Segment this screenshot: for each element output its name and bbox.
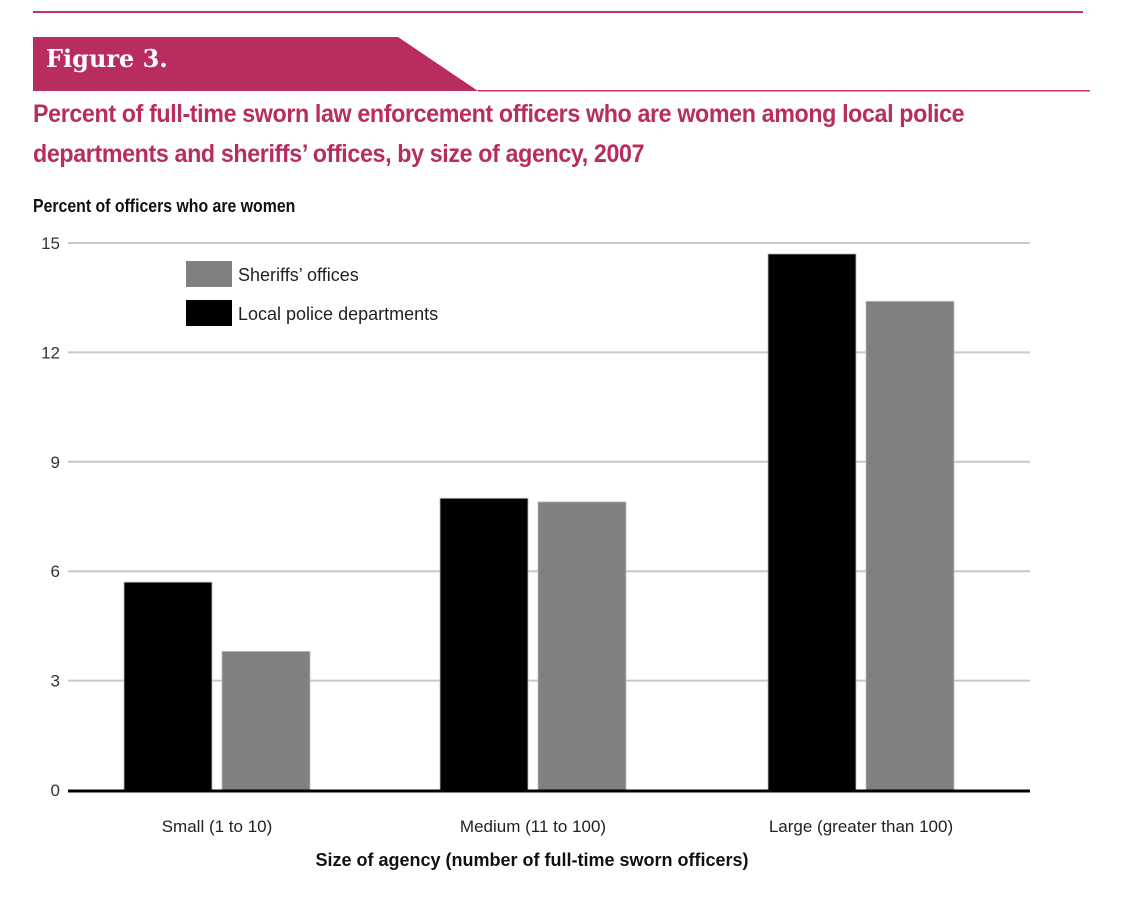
legend-swatch <box>186 300 232 326</box>
y-tick-label: 3 <box>51 672 60 691</box>
y-axis-title: Percent of officers who are women <box>33 196 296 216</box>
legend: Sheriffs’ offices Local police department… <box>186 261 438 326</box>
bar-sheriffs-large <box>865 300 955 791</box>
y-tick-labels: 0 3 6 9 12 15 <box>41 234 60 800</box>
top-divider-rule <box>33 11 1083 13</box>
chart-title: Percent of full-time sworn law enforceme… <box>33 100 965 168</box>
category-label: Large (greater than 100) <box>769 817 953 836</box>
banner-underline-rule <box>478 90 1090 92</box>
y-tick-label: 6 <box>51 562 60 581</box>
legend-label: Local police departments <box>238 304 438 324</box>
figure-banner <box>33 37 1090 92</box>
legend-label: Sheriffs’ offices <box>238 265 359 285</box>
category-label: Small (1 to 10) <box>162 817 273 836</box>
category-label: Medium (11 to 100) <box>460 817 606 836</box>
y-tick-label: 15 <box>41 234 60 253</box>
x-axis-title: Size of agency (number of full-time swor… <box>315 850 749 870</box>
bar-local-police-small <box>123 581 213 791</box>
figure-banner-shape <box>33 37 478 91</box>
bar-local-police-large <box>767 253 857 791</box>
category-labels: Small (1 to 10) Medium (11 to 100) Large (… <box>162 817 953 836</box>
y-tick-label: 9 <box>51 453 60 472</box>
y-tick-label: 12 <box>41 343 60 362</box>
bar-local-police-medium <box>439 497 529 791</box>
bars <box>68 253 1030 793</box>
figure-label: Figure 3. <box>46 44 168 73</box>
y-tick-label: 0 <box>51 781 60 800</box>
legend-swatch <box>186 261 232 287</box>
bar-sheriffs-medium <box>537 501 627 791</box>
bar-sheriffs-small <box>221 651 311 791</box>
